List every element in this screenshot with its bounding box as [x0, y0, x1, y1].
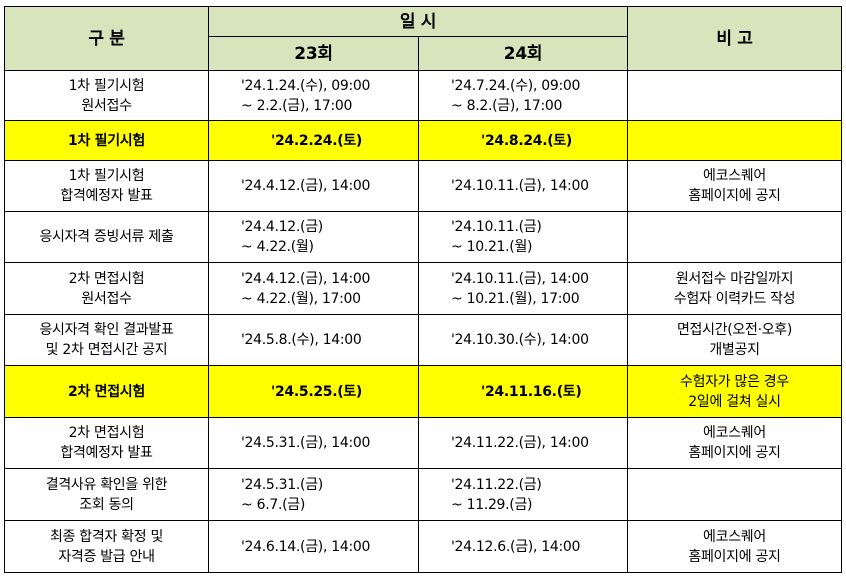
- row-date-24-cell: '24.11.16.(토): [418, 365, 628, 418]
- row-item-cell: 응시자격 증빙서류 제출: [4, 211, 209, 263]
- row-item-cell: 결격사유 확인을 위한 조회 동의: [4, 468, 209, 521]
- table-row: 1차 필기시험 '24.2.24.(토) '24.8.24.(토): [4, 120, 842, 161]
- row-note-cell: [627, 120, 842, 161]
- row-date-23-cell: '24.4.12.(금), 14:00 ~ 4.22.(월), 17:00: [208, 262, 419, 315]
- row-item-cell: 2차 면접시험 합격예정자 발표: [4, 417, 209, 469]
- row-item-cell: 2차 면접시험: [4, 365, 209, 418]
- table-row: 응시자격 증빙서류 제출 '24.4.12.(금) ~ 4.22.(월) '24.1…: [4, 211, 842, 263]
- table-header: 구 분 일 시 비 고 23회 24회: [4, 6, 842, 71]
- row-date-24-cell: '24.11.22.(금) ~ 11.29.(금): [418, 468, 628, 521]
- header-round-23: 23회: [208, 36, 419, 71]
- row-date-24-cell: '24.7.24.(수), 09:00 ~ 8.2.(금), 17:00: [418, 70, 628, 121]
- row-note-cell: [627, 211, 842, 263]
- table-row: 결격사유 확인을 위한 조회 동의 '24.5.31.(금) ~ 6.7.(금) '…: [4, 468, 842, 521]
- header-round-24: 24회: [418, 36, 628, 71]
- row-date-23-cell: '24.5.25.(토): [208, 365, 419, 418]
- row-date-23-cell: '24.6.14.(금), 14:00: [208, 520, 419, 573]
- row-item-cell: 2차 면접시험 원서접수: [4, 262, 209, 315]
- row-item-cell: 1차 필기시험 합격예정자 발표: [4, 160, 209, 212]
- row-date-24-cell: '24.10.30.(수), 14:00: [418, 314, 628, 366]
- table-row: 2차 면접시험 합격예정자 발표 '24.5.31.(금), 14:00'24.1…: [4, 417, 842, 469]
- row-note-cell: 에코스퀘어 홈페이지에 공지: [627, 417, 842, 469]
- row-note-cell: [627, 70, 842, 121]
- row-note-cell: [627, 468, 842, 521]
- header-division: 구 분: [4, 6, 209, 71]
- row-item-cell: 최종 합격자 확정 및 자격증 발급 안내: [4, 520, 209, 573]
- table-row: 2차 면접시험 '24.5.25.(토) '24.11.16.(토) 수험자가 많은 …: [4, 365, 842, 418]
- row-item-cell: 1차 필기시험 원서접수: [4, 70, 209, 121]
- row-date-23-cell: '24.1.24.(수), 09:00 ~ 2.2.(금), 17:00: [208, 70, 419, 121]
- table-row: 1차 필기시험 합격예정자 발표 '24.4.12.(금), 14:00'24.1…: [4, 160, 842, 212]
- table-row: 2차 면접시험 원서접수 '24.4.12.(금), 14:00 ~ 4.22.(…: [4, 262, 842, 315]
- row-date-24-cell: '24.12.6.(금), 14:00: [418, 520, 628, 573]
- row-date-24-cell: '24.10.11.(금), 14:00 ~ 10.21.(월), 17:00: [418, 262, 628, 315]
- table-row: 응시자격 확인 결과발표 및 2차 면접시간 공지 '24.5.8.(수), 14…: [4, 314, 842, 366]
- row-note-cell: 에코스퀘어 홈페이지에 공지: [627, 520, 842, 573]
- table-row: 1차 필기시험 원서접수 '24.1.24.(수), 09:00 ~ 2.2.(금…: [4, 70, 842, 121]
- row-date-23-cell: '24.5.8.(수), 14:00: [208, 314, 419, 366]
- header-remarks: 비 고: [627, 6, 842, 71]
- row-date-24-cell: '24.11.22.(금), 14:00: [418, 417, 628, 469]
- row-date-23-cell: '24.4.12.(금), 14:00: [208, 160, 419, 212]
- row-note-cell: 수험자가 많은 경우 2일에 걸쳐 실시: [627, 365, 842, 418]
- row-note-cell: 면접시간(오전·오후) 개별공지: [627, 314, 842, 366]
- row-item-cell: 응시자격 확인 결과발표 및 2차 면접시간 공지: [4, 314, 209, 366]
- table-body: 1차 필기시험 원서접수 '24.1.24.(수), 09:00 ~ 2.2.(금…: [4, 70, 842, 573]
- row-date-23-cell: '24.2.24.(토): [208, 120, 419, 161]
- row-date-23-cell: '24.5.31.(금), 14:00: [208, 417, 419, 469]
- row-note-cell: 원서접수 마감일까지 수험자 이력카드 작성: [627, 262, 842, 315]
- row-date-24-cell: '24.8.24.(토): [418, 120, 628, 161]
- row-item-cell: 1차 필기시험: [4, 120, 209, 161]
- row-date-24-cell: '24.10.11.(금), 14:00: [418, 160, 628, 212]
- table-row: 최종 합격자 확정 및 자격증 발급 안내 '24.6.14.(금), 14:00…: [4, 520, 842, 573]
- row-date-23-cell: '24.5.31.(금) ~ 6.7.(금): [208, 468, 419, 521]
- row-date-23-cell: '24.4.12.(금) ~ 4.22.(월): [208, 211, 419, 263]
- row-date-24-cell: '24.10.11.(금) ~ 10.21.(월): [418, 211, 628, 263]
- row-note-cell: 에코스퀘어 홈페이지에 공지: [627, 160, 842, 212]
- exam-schedule-table: 구 분 일 시 비 고 23회 24회 1차 필기시험 원서접수 '24.1.24…: [4, 6, 842, 573]
- header-datetime: 일 시: [208, 6, 628, 37]
